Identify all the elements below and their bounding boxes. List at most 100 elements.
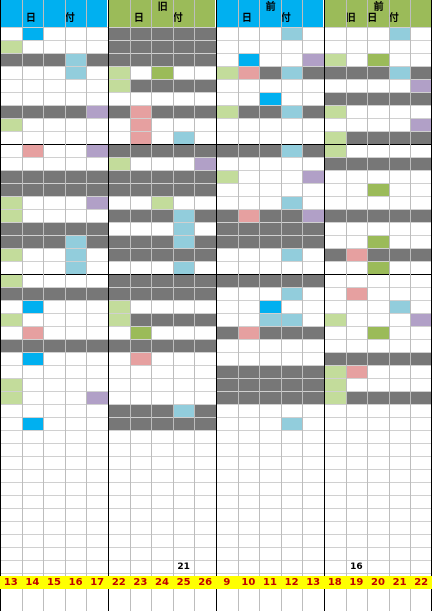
group-header (108, 0, 216, 27)
gray-bar (216, 365, 324, 404)
marker-cell (346, 288, 368, 300)
col-line (151, 0, 153, 611)
gray-bar (0, 287, 108, 300)
marker-cell (87, 145, 108, 157)
marker-cell (173, 405, 195, 417)
marker-cell (368, 184, 389, 196)
gray-bar (324, 209, 432, 222)
group-header-sub: 付 (64, 13, 75, 24)
marker-cell (87, 106, 108, 118)
marker-cell (1, 392, 22, 404)
gray-bar (216, 235, 324, 248)
group-header-sub: 日 (25, 13, 36, 24)
marker-cell (87, 197, 108, 209)
marker-cell (411, 119, 432, 131)
col-line (129, 0, 131, 611)
gray-bar (324, 157, 432, 170)
footer-bar (0, 576, 432, 589)
col-line (410, 0, 412, 611)
group-header-sub: 旧 (345, 13, 356, 24)
footer-day-number: 24 (155, 577, 169, 588)
footer-day-number: 12 (284, 577, 299, 588)
marker-cell (173, 132, 195, 144)
gray-bar (324, 131, 432, 144)
marker-cell (281, 28, 303, 40)
col-line (43, 0, 45, 611)
marker-cell (130, 353, 152, 365)
gray-bar (108, 339, 216, 352)
marker-cell (152, 67, 173, 79)
group-header-top: 旧 (157, 2, 168, 13)
footer-day-number: 23 (133, 577, 148, 588)
marker-cell (238, 210, 260, 222)
footer-day-number: 22 (111, 577, 126, 588)
footer-day-number: 22 (414, 577, 429, 588)
col-line (345, 0, 347, 611)
marker-cell (281, 249, 303, 261)
marker-cell (1, 197, 22, 209)
marker-cell (368, 327, 389, 339)
group-header-sub: 日 (367, 13, 378, 24)
marker-cell (22, 353, 44, 365)
group-header-sub: 付 (280, 13, 291, 24)
marker-cell (346, 249, 368, 261)
marker-cell (1, 119, 22, 131)
marker-cell (173, 262, 195, 274)
marker-cell (411, 80, 432, 92)
col-line (280, 0, 282, 611)
col-line (194, 0, 196, 611)
marker-cell (325, 132, 346, 144)
marker-cell (281, 67, 303, 79)
footer-day-number: 19 (349, 577, 364, 588)
group-header (324, 0, 432, 27)
marker-cell (281, 314, 303, 326)
footer-day-number: 10 (241, 577, 256, 588)
marker-cell (130, 106, 152, 118)
marker-cell (1, 210, 22, 222)
marker-cell (65, 236, 87, 248)
marker-cell (281, 288, 303, 300)
col-line (0, 0, 1, 611)
gray-bar (108, 235, 216, 248)
gray-bar (0, 105, 108, 118)
marker-cell (260, 301, 281, 313)
marker-cell (130, 327, 152, 339)
group-header-top: 前 (373, 2, 384, 13)
footer-day-number: 15 (47, 577, 61, 588)
marker-cell (389, 301, 411, 313)
marker-cell (65, 54, 87, 66)
footer-day-number: 14 (25, 577, 40, 588)
footer-day-number: 18 (327, 577, 342, 588)
marker-cell (109, 314, 130, 326)
marker-cell (87, 392, 108, 404)
marker-cell (281, 145, 303, 157)
marker-cell (411, 314, 432, 326)
gray-bar (108, 79, 216, 92)
gray-bar (108, 27, 216, 40)
marker-cell (22, 418, 44, 430)
gray-bar (0, 339, 108, 352)
group-header-sub: 付 (388, 13, 399, 24)
footer-day-number: 9 (223, 577, 231, 588)
marker-cell (1, 249, 22, 261)
footer-day-number: 13 (3, 577, 18, 588)
gray-bar (324, 92, 432, 105)
marker-cell (109, 80, 130, 92)
col-line (172, 0, 174, 611)
gray-bar (108, 105, 216, 118)
gray-bar (108, 248, 216, 261)
marker-cell (281, 197, 303, 209)
footer-day-number: 21 (392, 577, 407, 588)
gray-bar (324, 248, 432, 261)
gray-bar (0, 53, 108, 66)
col-line (259, 0, 261, 611)
marker-cell (325, 106, 346, 118)
col-line (21, 0, 23, 611)
marker-cell (109, 158, 130, 170)
gray-bar (0, 222, 108, 235)
marker-cell (325, 54, 346, 66)
marker-cell (109, 301, 130, 313)
marker-cell (325, 145, 346, 157)
marker-cell (238, 327, 260, 339)
marker-cell (130, 132, 152, 144)
